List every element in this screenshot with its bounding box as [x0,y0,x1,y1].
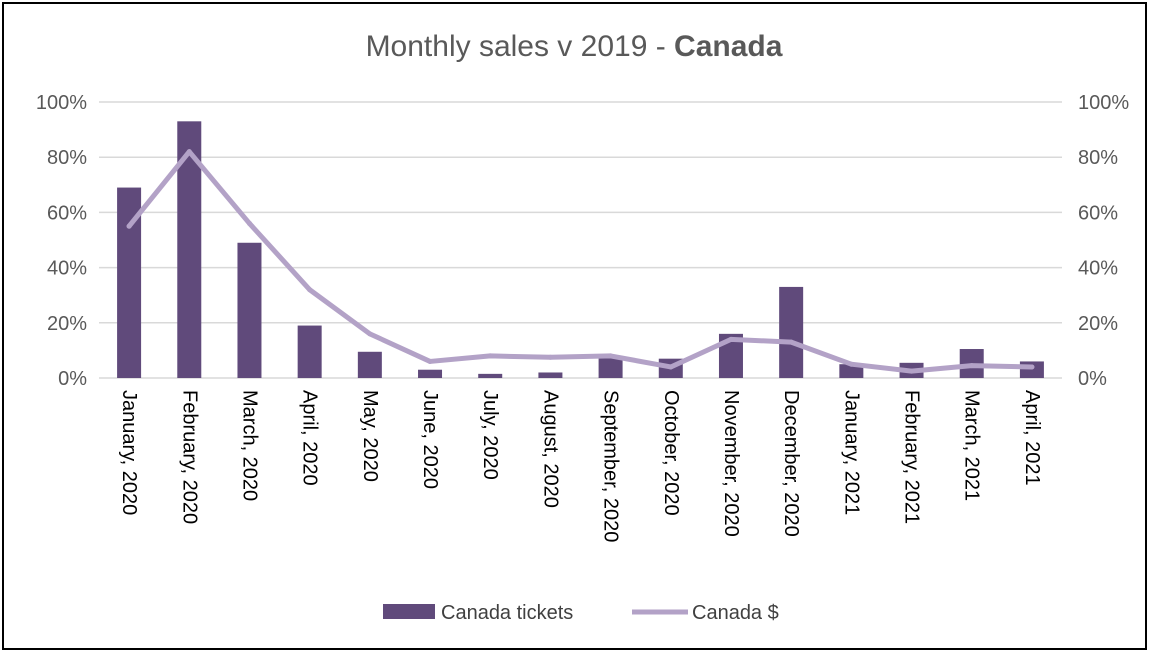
bar-canada-tickets [839,364,864,378]
point-canada-dollars [427,358,433,364]
x-category-label: March, 2020 [238,390,260,501]
chart-canvas: Monthly sales v 2019 - Canada 0% 20% 40% 60… [36,30,1130,624]
right-y-tick-label: 0% [1078,368,1107,390]
point-canada-dollars [186,149,192,155]
x-category-label: February, 2020 [178,390,200,524]
point-canada-dollars [1029,364,1035,370]
bar-canada-tickets [598,355,623,378]
point-canada-dollars [909,368,915,374]
bar-canada-tickets [779,286,804,378]
left-y-tick-label: 40% [47,258,87,280]
x-category-label: August, 2020 [539,390,561,508]
legend: Canada tickets Canada $ [383,602,779,624]
legend-swatch-canada-tickets [383,604,435,619]
legend-label-canada-dollars: Canada $ [692,602,779,624]
point-canada-dollars [788,339,794,345]
chart-title-bold: Canada [674,30,783,63]
left-y-tick-label: 60% [47,202,87,224]
x-category-label: May, 2020 [359,390,381,482]
x-category-label: April, 2020 [299,390,321,486]
x-category-label: October, 2020 [660,390,682,516]
point-canada-dollars [969,363,975,369]
x-category-label: June, 2020 [419,390,441,489]
point-canada-dollars [487,353,493,359]
point-canada-dollars [848,361,854,367]
point-canada-dollars [126,223,132,229]
bar-canada-tickets [357,351,382,378]
right-y-tick-label: 80% [1078,147,1118,169]
right-y-tick-label: 20% [1078,313,1118,335]
right-y-tick-label: 100% [1078,92,1129,114]
point-canada-dollars [367,331,373,337]
chart-title: Monthly sales v 2019 - Canada [366,30,783,63]
left-y-tick-label: 20% [47,313,87,335]
x-category-label: January, 2021 [840,390,862,515]
point-canada-dollars [307,287,313,293]
left-y-tick-label: 100% [36,92,87,114]
point-canada-dollars [608,353,614,359]
bar-canada-tickets [1019,361,1044,378]
x-category-label: November, 2020 [720,390,742,537]
x-category-label: February, 2021 [901,390,923,524]
bar-canada-tickets [538,372,563,378]
bar-series-canada-tickets [117,121,1044,378]
x-category-label: July, 2020 [479,390,501,480]
line-canada-dollars [126,149,1035,374]
right-y-tick-label: 60% [1078,202,1118,224]
x-category-label: April, 2021 [1021,390,1043,486]
left-y-tick-label: 80% [47,147,87,169]
right-y-axis: 0% 20% 40% 60% 80% 100% [1078,92,1129,390]
x-category-label: March, 2021 [961,390,983,501]
point-canada-dollars [728,336,734,342]
bar-canada-tickets [478,373,503,378]
line-series-canada-dollars [126,149,1035,374]
point-canada-dollars [547,354,553,360]
bar-canada-tickets [297,325,322,378]
x-axis-category-labels: January, 2020 February, 2020 March, 2020 Ap… [118,390,1043,542]
x-category-label: January, 2020 [118,390,140,515]
x-category-label: September, 2020 [600,390,622,542]
point-canada-dollars [246,220,252,226]
left-y-tick-label: 0% [58,368,87,390]
x-category-label: December, 2020 [780,390,802,537]
legend-label-canada-tickets: Canada tickets [441,602,573,624]
bar-canada-tickets [237,242,262,378]
point-canada-dollars [668,364,674,370]
bar-canada-tickets [418,369,443,378]
chart-title-main: Monthly sales v 2019 - [366,30,674,63]
left-y-axis: 0% 20% 40% 60% 80% 100% [36,92,87,390]
right-y-tick-label: 40% [1078,258,1118,280]
